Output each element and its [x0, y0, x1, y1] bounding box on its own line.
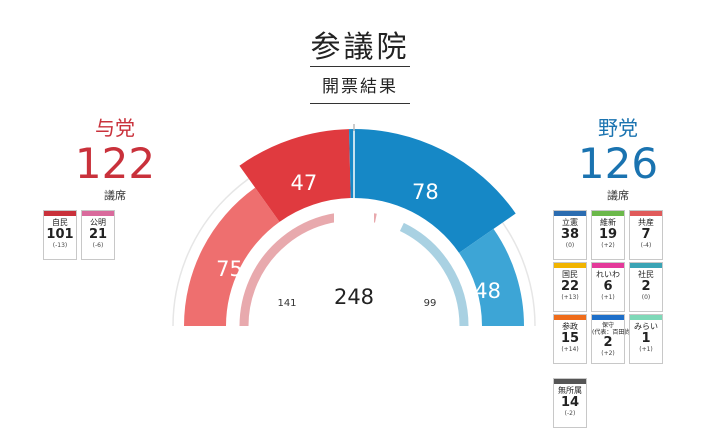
party-name: 自民 — [52, 218, 68, 227]
party-seats: 2 — [641, 279, 651, 294]
party-seats: 7 — [641, 227, 651, 242]
ruling-current-segment-value: 47 — [290, 171, 317, 195]
page-subtitle: 開票結果 — [310, 66, 410, 104]
party-card-opposition: れいわ 6 (+1) — [591, 262, 625, 312]
party-color-bar — [554, 211, 586, 216]
party-card-ruling: 自民 101 (-13) — [43, 210, 77, 260]
ruling-unit: 議席 — [104, 189, 126, 202]
party-diff: (-13) — [52, 242, 68, 249]
party-card-opposition: 立憲 38 (0) — [553, 210, 587, 260]
party-color-bar — [592, 263, 624, 268]
party-card-opposition: みらい 1 (+1) — [629, 314, 663, 364]
opposition-bloc: 野党 126 議席 — [553, 112, 683, 203]
page-title: 参議院 — [310, 30, 410, 65]
party-seats: 1 — [641, 331, 651, 346]
party-seats: 14 — [560, 395, 580, 410]
party-seats: 6 — [603, 279, 613, 294]
party-card-opposition: 維新 19 (+2) — [591, 210, 625, 260]
party-seats: 22 — [560, 279, 580, 294]
ruling-total: 122 — [74, 139, 156, 188]
party-color-bar — [630, 315, 662, 320]
party-color-bar — [554, 263, 586, 268]
ruling-label: 与党 — [95, 116, 135, 140]
opposition-noncontested-segment — [459, 228, 524, 326]
party-card-opposition: 国民 22 (+13) — [553, 262, 587, 312]
ruling-bloc: 与党 122 議席 — [55, 112, 175, 203]
opposition-label: 野党 — [598, 116, 638, 140]
party-name: 共産 — [638, 218, 654, 227]
party-diff: (+1) — [639, 346, 653, 353]
party-card-opposition: 保守 (代表：百田尚樹) 2 (+2) — [591, 314, 639, 364]
party-color-bar — [592, 315, 624, 320]
party-color-bar — [44, 211, 76, 216]
opposition-noncontested-segment-value: 48 — [474, 279, 501, 303]
party-name: 参政 — [562, 322, 578, 331]
party-card-opposition: 無所属 14 (-2) — [553, 378, 587, 428]
party-color-bar — [554, 315, 586, 320]
party-diff: (-4) — [640, 242, 652, 249]
party-color-bar — [592, 211, 624, 216]
party-diff: (+14) — [561, 346, 579, 353]
opposition-total: 126 — [577, 139, 659, 188]
party-card-ruling: 公明 21 (-6) — [81, 210, 115, 260]
party-diff: (-6) — [92, 242, 104, 249]
party-diff: (+2) — [601, 242, 615, 249]
party-diff: (+13) — [561, 294, 579, 301]
party-name: 保守 (代表：百田尚樹) — [592, 322, 639, 336]
opposition-current-segment — [349, 129, 516, 253]
party-diff: (-2) — [564, 410, 576, 417]
party-name: 公明 — [90, 218, 106, 227]
party-diff: (0) — [641, 294, 651, 301]
party-card-opposition: 共産 7 (-4) — [629, 210, 663, 260]
ruling-noncontested-segment — [184, 187, 280, 326]
party-seats: 21 — [88, 227, 108, 242]
total-value: 248 — [334, 285, 374, 309]
party-diff: (+1) — [601, 294, 615, 301]
party-card-opposition: 参政 15 (+14) — [553, 314, 587, 364]
before-label-bg — [334, 208, 374, 224]
party-diff: (0) — [565, 242, 575, 249]
party-seats: 101 — [46, 227, 74, 242]
party-name: れいわ — [596, 270, 620, 279]
party-name: 無所属 — [558, 386, 582, 395]
party-seats: 19 — [598, 227, 618, 242]
party-seats: 15 — [560, 331, 580, 346]
party-name: みらい — [634, 322, 658, 331]
party-color-bar — [630, 211, 662, 216]
before-opposition-value: 99 — [424, 298, 437, 309]
party-diff: (+2) — [601, 350, 615, 357]
party-seats: 38 — [560, 227, 580, 242]
opposition-unit: 議席 — [607, 189, 629, 202]
ruling-noncontested-segment-value: 75 — [216, 257, 243, 281]
opposition-current-segment-value: 78 — [412, 180, 439, 204]
party-name: 維新 — [600, 218, 616, 227]
party-card-opposition: 社民 2 (0) — [629, 262, 663, 312]
before-ruling-value: 141 — [277, 298, 296, 309]
party-name: 国民 — [562, 270, 578, 279]
party-color-bar — [82, 211, 114, 216]
party-name: 社民 — [638, 270, 654, 279]
party-color-bar — [630, 263, 662, 268]
before-opposition-arc — [399, 222, 469, 327]
ruling-current-segment — [239, 129, 351, 222]
party-seats: 2 — [603, 335, 613, 350]
party-color-bar — [554, 379, 586, 384]
party-name: 立憲 — [562, 218, 578, 227]
